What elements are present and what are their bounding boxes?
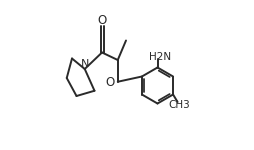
Text: O: O: [97, 15, 106, 27]
Text: N: N: [80, 59, 89, 69]
Text: CH3: CH3: [168, 100, 189, 110]
Text: O: O: [105, 76, 114, 89]
Text: H2N: H2N: [149, 52, 171, 61]
